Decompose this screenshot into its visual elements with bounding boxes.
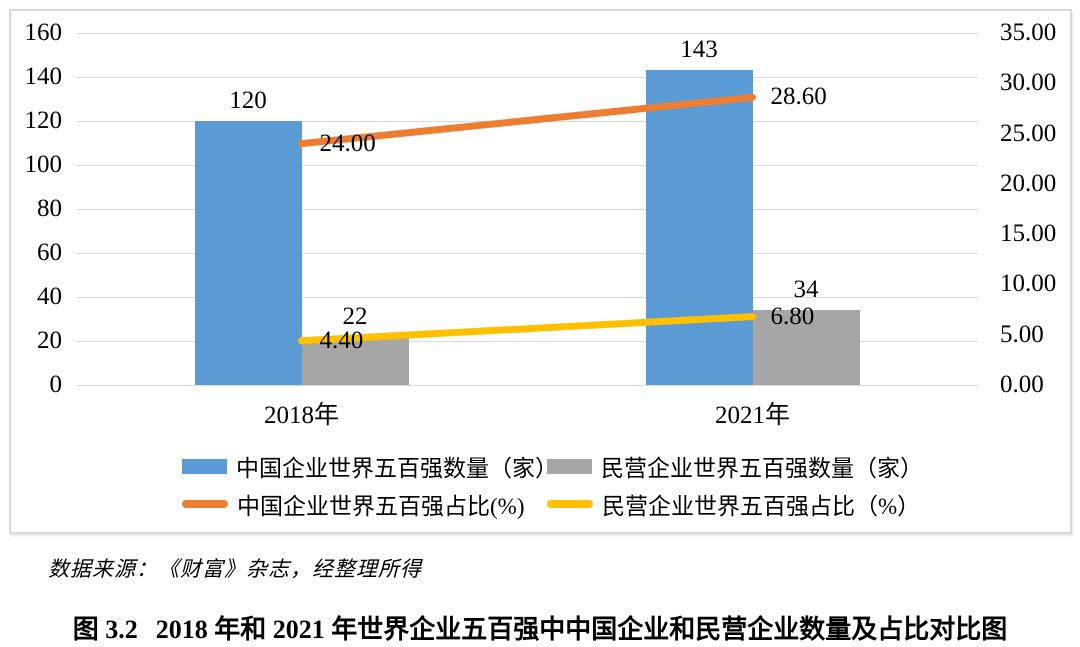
gridline (76, 340, 978, 342)
figure-number: 图 3.2 (72, 615, 138, 644)
gridline (76, 32, 978, 34)
legend-line-swatch (182, 500, 228, 508)
legend-line-swatch (547, 500, 593, 508)
bar-china-count (194, 121, 302, 385)
y-axis-left-tick-label: 20 (37, 327, 62, 354)
line-series-layer (298, 93, 756, 345)
source-note: 数据来源：《财富》杂志，经整理所得 (48, 557, 422, 581)
legend-label: 中国企业世界五百强数量（家） (236, 456, 558, 481)
y-axis-left-tick-label: 40 (37, 283, 62, 310)
gridline (76, 208, 978, 210)
x-axis-category-label: 2021年 (714, 402, 790, 429)
line-data-label: 28.60 (770, 83, 827, 111)
legend-item-3: 民营企业世界五百强占比（%） (547, 490, 921, 519)
bar-china-count (645, 70, 753, 385)
y-axis-right-tick-label: 30.00 (1000, 69, 1057, 97)
line-data-label: 4.40 (319, 326, 364, 354)
y-axis-left-tick-label: 140 (24, 63, 63, 90)
line-china-share (298, 93, 756, 148)
bar-data-label: 22 (342, 302, 368, 330)
y-axis-right-tick-label: 15.00 (1000, 220, 1057, 248)
y-axis-left-tick-label: 60 (37, 239, 62, 266)
legend-label: 中国企业世界五百强占比(%) (237, 494, 525, 519)
figure-caption: 图 3.2 2018 年和 2021 年世界企业五百强中中国企业和民营企业数量及占… (0, 609, 1080, 646)
gridline (76, 384, 978, 386)
bar-private-count (301, 336, 409, 385)
bar-private-count (752, 310, 860, 385)
bar-data-label: 120 (229, 87, 267, 114)
legend-item-2: 中国企业世界五百强占比(%) (182, 490, 525, 519)
y-axis-right-tick-label: 35.00 (1000, 19, 1057, 46)
y-axis-right-tick-label: 0.00 (1000, 371, 1044, 398)
line-data-label: 6.80 (770, 302, 815, 330)
y-axis-right-tick-label: 5.00 (1000, 320, 1044, 348)
y-axis-right-tick-label: 10.00 (1000, 270, 1057, 298)
x-axis-category-label: 2018年 (263, 402, 339, 429)
line-data-label: 24.00 (319, 129, 376, 157)
line-private-share (298, 313, 756, 345)
gridline (76, 76, 978, 78)
gridline (76, 252, 978, 254)
legend-bar-swatch (182, 458, 227, 474)
y-axis-left-tick-label: 160 (24, 19, 63, 46)
legend-bar-swatch (547, 458, 592, 474)
legend-item-0: 中国企业世界五百强数量（家） (182, 452, 558, 481)
gridline (76, 296, 978, 298)
bar-data-label: 34 (793, 276, 819, 304)
bar-data-label: 143 (680, 36, 718, 64)
y-axis-left-tick-label: 120 (24, 107, 63, 134)
y-axis-left-tick-label: 0 (49, 371, 63, 398)
y-axis-left-tick-label: 80 (37, 195, 62, 222)
y-axis-left-tick-label: 100 (24, 151, 63, 178)
legend-label: 民营企业世界五百强占比（%） (602, 494, 921, 519)
figure-title: 2018 年和 2021 年世界企业五百强中中国企业和民营企业数量及占比对比图 (155, 615, 1008, 644)
chart-frame (9, 9, 1072, 534)
y-axis-right-tick-label: 20.00 (1000, 169, 1057, 197)
legend-item-1: 民营企业世界五百强数量（家） (547, 452, 923, 481)
gridline (76, 164, 978, 166)
y-axis-right-tick-label: 25.00 (1000, 119, 1057, 147)
legend-label: 民营企业世界五百强数量（家） (601, 456, 923, 481)
